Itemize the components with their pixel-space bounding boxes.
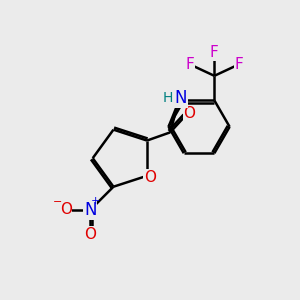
Text: N: N xyxy=(174,89,187,107)
Text: O: O xyxy=(60,202,72,217)
Text: F: F xyxy=(185,57,194,72)
Text: F: F xyxy=(210,45,219,60)
Text: O: O xyxy=(183,106,195,121)
Text: F: F xyxy=(235,57,243,72)
Text: N: N xyxy=(84,201,97,219)
Text: +: + xyxy=(91,196,100,206)
Text: H: H xyxy=(163,91,173,105)
Text: O: O xyxy=(84,227,96,242)
Text: O: O xyxy=(144,170,156,185)
Text: −: − xyxy=(53,197,62,207)
